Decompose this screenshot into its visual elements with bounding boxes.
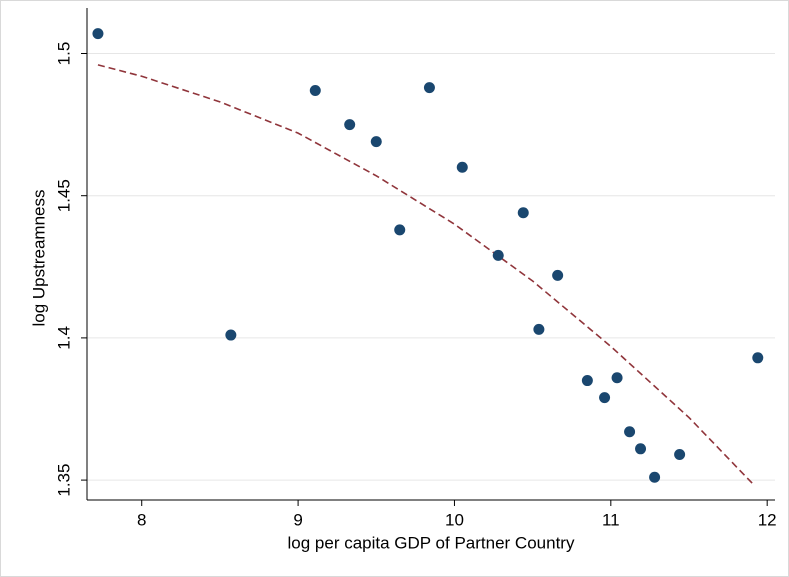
point (456, 161, 468, 173)
y-tick-label: 1.45 (54, 179, 73, 212)
point (599, 392, 611, 404)
y-tick-label: 1.35 (54, 464, 73, 497)
point (552, 269, 564, 281)
point (92, 28, 104, 40)
point (533, 323, 545, 335)
point (225, 329, 237, 341)
x-tick-label: 10 (445, 510, 464, 529)
y-tick-label: 1.4 (54, 326, 73, 350)
y-axis-label: log Upstreamness (29, 189, 48, 326)
point (344, 119, 356, 131)
x-tick-label: 8 (137, 510, 146, 529)
point (423, 82, 435, 94)
x-tick-label: 11 (602, 510, 620, 529)
point (635, 443, 647, 455)
point (611, 372, 623, 384)
x-axis-label: log per capita GDP of Partner Country (288, 533, 575, 552)
point (752, 352, 764, 364)
point (624, 426, 636, 438)
point (649, 471, 661, 483)
point (370, 136, 382, 148)
y-tick-label: 1.5 (54, 42, 73, 66)
point (394, 224, 406, 236)
point (674, 448, 686, 460)
x-tick-label: 12 (758, 510, 777, 529)
point (492, 249, 504, 261)
fit-line (97, 64, 756, 487)
point (517, 207, 529, 219)
point (309, 84, 321, 96)
x-tick-label: 9 (293, 510, 302, 529)
point (581, 375, 593, 387)
